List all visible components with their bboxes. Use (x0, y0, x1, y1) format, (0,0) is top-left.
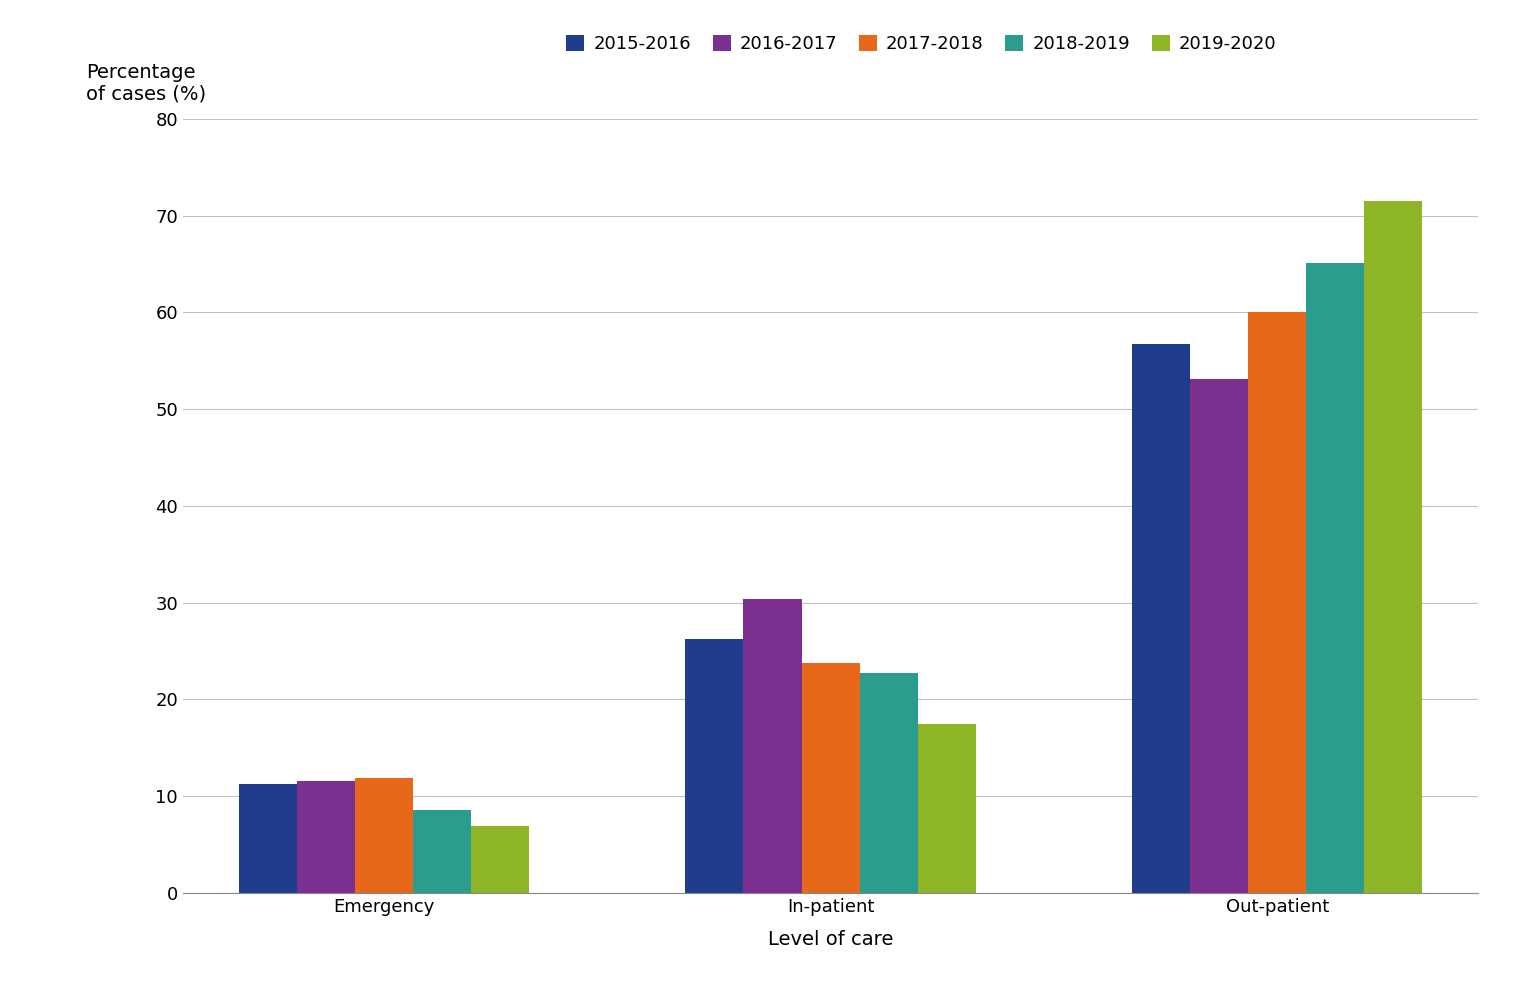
X-axis label: Level of care: Level of care (768, 930, 893, 948)
Bar (1364, 201, 1422, 893)
Bar (860, 674, 917, 893)
Bar (413, 809, 471, 893)
Legend: 2015-2016, 2016-2017, 2017-2018, 2018-2019, 2019-2020: 2015-2016, 2016-2017, 2017-2018, 2018-20… (559, 28, 1283, 61)
Bar (239, 784, 297, 893)
Bar (1132, 344, 1190, 893)
Bar (744, 599, 802, 893)
Bar (802, 663, 860, 893)
Bar (355, 778, 413, 893)
Bar (1306, 263, 1364, 893)
Bar (1248, 312, 1306, 893)
Bar (917, 723, 975, 893)
Bar (297, 781, 355, 893)
Bar (471, 826, 529, 893)
Text: Percentage
of cases (%): Percentage of cases (%) (85, 62, 206, 103)
Bar (1190, 379, 1248, 893)
Bar (686, 640, 744, 893)
